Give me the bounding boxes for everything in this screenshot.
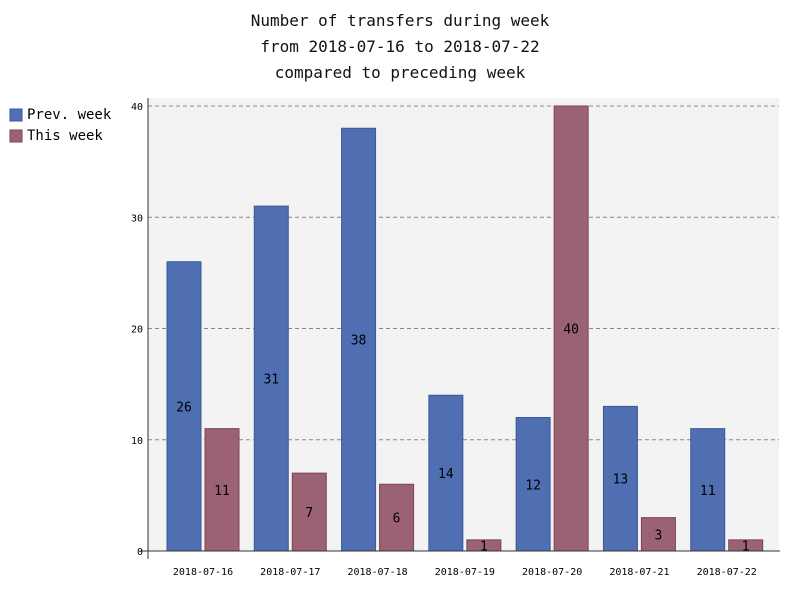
data-label: 6 — [393, 512, 401, 527]
chart-title: Number of transfers during week from 2018… — [251, 11, 550, 82]
y-tick-label: 0 — [137, 547, 143, 558]
legend-swatch — [9, 108, 23, 122]
x-tick-label: 2018-07-18 — [347, 567, 407, 578]
data-label: 1 — [742, 539, 750, 554]
y-tick-labels: 0 10 20 30 40 — [131, 102, 143, 558]
data-label: 38 — [351, 334, 367, 349]
plot-background — [148, 98, 779, 551]
data-label: 11 — [214, 484, 230, 499]
grid-lines — [148, 105, 779, 441]
bar-prev-week-2018-07-20 — [515, 417, 551, 552]
bars — [166, 105, 764, 552]
y-tick-label: 10 — [131, 436, 143, 447]
x-tick-label: 2018-07-21 — [609, 567, 669, 578]
legend[interactable]: Prev. week This week — [9, 107, 112, 144]
data-label: 40 — [563, 323, 579, 338]
data-label: 7 — [305, 506, 313, 521]
x-tick-label: 2018-07-22 — [697, 567, 757, 578]
data-label: 11 — [700, 484, 716, 499]
chart-title-line: compared to preceding week — [275, 63, 526, 82]
chart-title-line: Number of transfers during week — [251, 11, 550, 30]
bar-this-week-2018-07-18 — [379, 483, 415, 552]
y-tick-label: 20 — [131, 325, 143, 336]
bar-this-week-2018-07-21 — [640, 517, 676, 552]
x-tick-label: 2018-07-20 — [522, 567, 582, 578]
x-tick-labels: 2018-07-16 2018-07-17 2018-07-18 2018-07-19… — [173, 567, 757, 578]
chart-title-line: from 2018-07-16 to 2018-07-22 — [260, 37, 539, 56]
bar-prev-week-2018-07-18 — [341, 127, 377, 552]
x-tick-label: 2018-07-16 — [173, 567, 233, 578]
bar-prev-week-2018-07-16 — [166, 261, 202, 552]
data-label: 3 — [655, 528, 663, 543]
y-tick-label: 30 — [131, 213, 143, 224]
x-tick-label: 2018-07-17 — [260, 567, 320, 578]
legend-label: Prev. week — [27, 107, 112, 123]
x-tick-label: 2018-07-19 — [435, 567, 495, 578]
bar-prev-week-2018-07-19 — [428, 394, 464, 552]
bar-this-week-2018-07-20 — [553, 105, 589, 552]
data-label: 14 — [438, 467, 454, 482]
data-label: 1 — [480, 539, 488, 554]
data-label: 26 — [176, 400, 192, 415]
bar-prev-week-2018-07-21 — [602, 405, 638, 552]
data-label: 31 — [263, 373, 279, 388]
bar-prev-week-2018-07-17 — [253, 205, 289, 552]
bar-this-week-2018-07-17 — [291, 472, 327, 552]
data-label: 12 — [525, 478, 541, 493]
legend-label: This week — [27, 128, 103, 144]
axes — [140, 98, 780, 559]
y-tick-label: 40 — [131, 102, 143, 113]
legend-swatch — [9, 129, 23, 143]
data-label: 13 — [613, 473, 629, 488]
